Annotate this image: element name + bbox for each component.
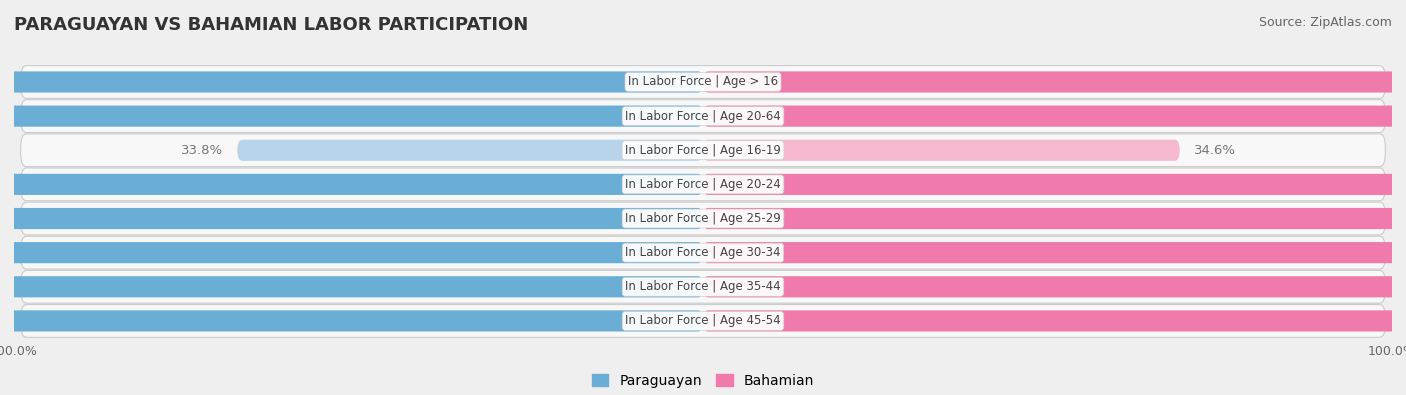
- FancyBboxPatch shape: [0, 310, 703, 331]
- Text: In Labor Force | Age 30-34: In Labor Force | Age 30-34: [626, 246, 780, 259]
- FancyBboxPatch shape: [21, 236, 1385, 269]
- FancyBboxPatch shape: [21, 100, 1385, 132]
- FancyBboxPatch shape: [703, 310, 1406, 331]
- FancyBboxPatch shape: [703, 242, 1406, 263]
- FancyBboxPatch shape: [703, 105, 1406, 127]
- Text: Source: ZipAtlas.com: Source: ZipAtlas.com: [1258, 16, 1392, 29]
- FancyBboxPatch shape: [703, 71, 1406, 92]
- Text: 33.8%: 33.8%: [181, 144, 224, 157]
- FancyBboxPatch shape: [0, 242, 703, 263]
- FancyBboxPatch shape: [703, 276, 1406, 297]
- FancyBboxPatch shape: [0, 71, 703, 92]
- Text: In Labor Force | Age 35-44: In Labor Force | Age 35-44: [626, 280, 780, 293]
- FancyBboxPatch shape: [0, 105, 703, 127]
- Text: In Labor Force | Age > 16: In Labor Force | Age > 16: [628, 75, 778, 88]
- FancyBboxPatch shape: [0, 276, 703, 297]
- FancyBboxPatch shape: [21, 202, 1385, 235]
- FancyBboxPatch shape: [703, 208, 1406, 229]
- Text: PARAGUAYAN VS BAHAMIAN LABOR PARTICIPATION: PARAGUAYAN VS BAHAMIAN LABOR PARTICIPATI…: [14, 16, 529, 34]
- Text: In Labor Force | Age 20-64: In Labor Force | Age 20-64: [626, 109, 780, 122]
- Text: 34.6%: 34.6%: [1194, 144, 1236, 157]
- FancyBboxPatch shape: [0, 208, 703, 229]
- Text: In Labor Force | Age 25-29: In Labor Force | Age 25-29: [626, 212, 780, 225]
- FancyBboxPatch shape: [21, 305, 1385, 337]
- FancyBboxPatch shape: [0, 174, 703, 195]
- Legend: Paraguayan, Bahamian: Paraguayan, Bahamian: [586, 369, 820, 393]
- FancyBboxPatch shape: [21, 66, 1385, 98]
- Text: In Labor Force | Age 20-24: In Labor Force | Age 20-24: [626, 178, 780, 191]
- FancyBboxPatch shape: [238, 140, 703, 161]
- Text: In Labor Force | Age 16-19: In Labor Force | Age 16-19: [626, 144, 780, 157]
- Text: In Labor Force | Age 45-54: In Labor Force | Age 45-54: [626, 314, 780, 327]
- FancyBboxPatch shape: [703, 174, 1406, 195]
- FancyBboxPatch shape: [703, 140, 1180, 161]
- FancyBboxPatch shape: [21, 271, 1385, 303]
- FancyBboxPatch shape: [21, 134, 1385, 167]
- FancyBboxPatch shape: [21, 168, 1385, 201]
